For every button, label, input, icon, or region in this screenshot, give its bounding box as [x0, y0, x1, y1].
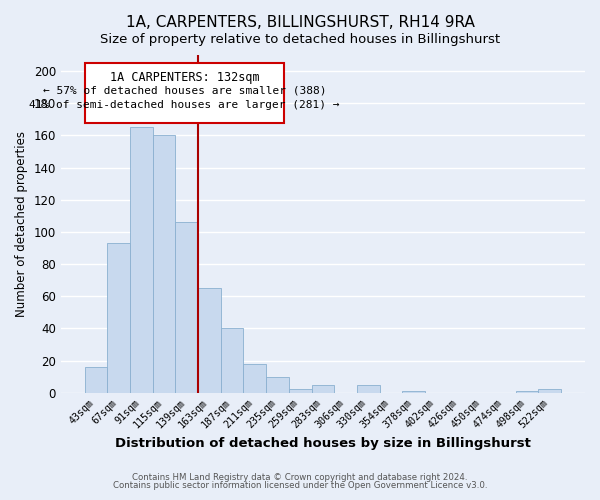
Text: Contains public sector information licensed under the Open Government Licence v3: Contains public sector information licen…	[113, 480, 487, 490]
Bar	[130, 128, 152, 392]
Text: 1A, CARPENTERS, BILLINGSHURST, RH14 9RA: 1A, CARPENTERS, BILLINGSHURST, RH14 9RA	[125, 15, 475, 30]
Bar	[107, 243, 130, 392]
X-axis label: Distribution of detached houses by size in Billingshurst: Distribution of detached houses by size …	[115, 437, 531, 450]
Text: Size of property relative to detached houses in Billingshurst: Size of property relative to detached ho…	[100, 32, 500, 46]
FancyBboxPatch shape	[85, 63, 284, 122]
Bar	[266, 376, 289, 392]
Bar	[311, 384, 334, 392]
Bar	[538, 390, 561, 392]
Bar	[198, 288, 221, 393]
Bar	[221, 328, 244, 392]
Text: ← 57% of detached houses are smaller (388): ← 57% of detached houses are smaller (38…	[43, 86, 326, 96]
Text: 1A CARPENTERS: 132sqm: 1A CARPENTERS: 132sqm	[110, 71, 259, 84]
Bar	[357, 384, 380, 392]
Bar	[175, 222, 198, 392]
Bar	[403, 391, 425, 392]
Text: 41% of semi-detached houses are larger (281) →: 41% of semi-detached houses are larger (…	[29, 100, 340, 110]
Text: Contains HM Land Registry data © Crown copyright and database right 2024.: Contains HM Land Registry data © Crown c…	[132, 473, 468, 482]
Bar	[289, 390, 311, 392]
Bar	[152, 136, 175, 392]
Bar	[244, 364, 266, 392]
Bar	[85, 367, 107, 392]
Bar	[516, 391, 538, 392]
Y-axis label: Number of detached properties: Number of detached properties	[15, 131, 28, 317]
